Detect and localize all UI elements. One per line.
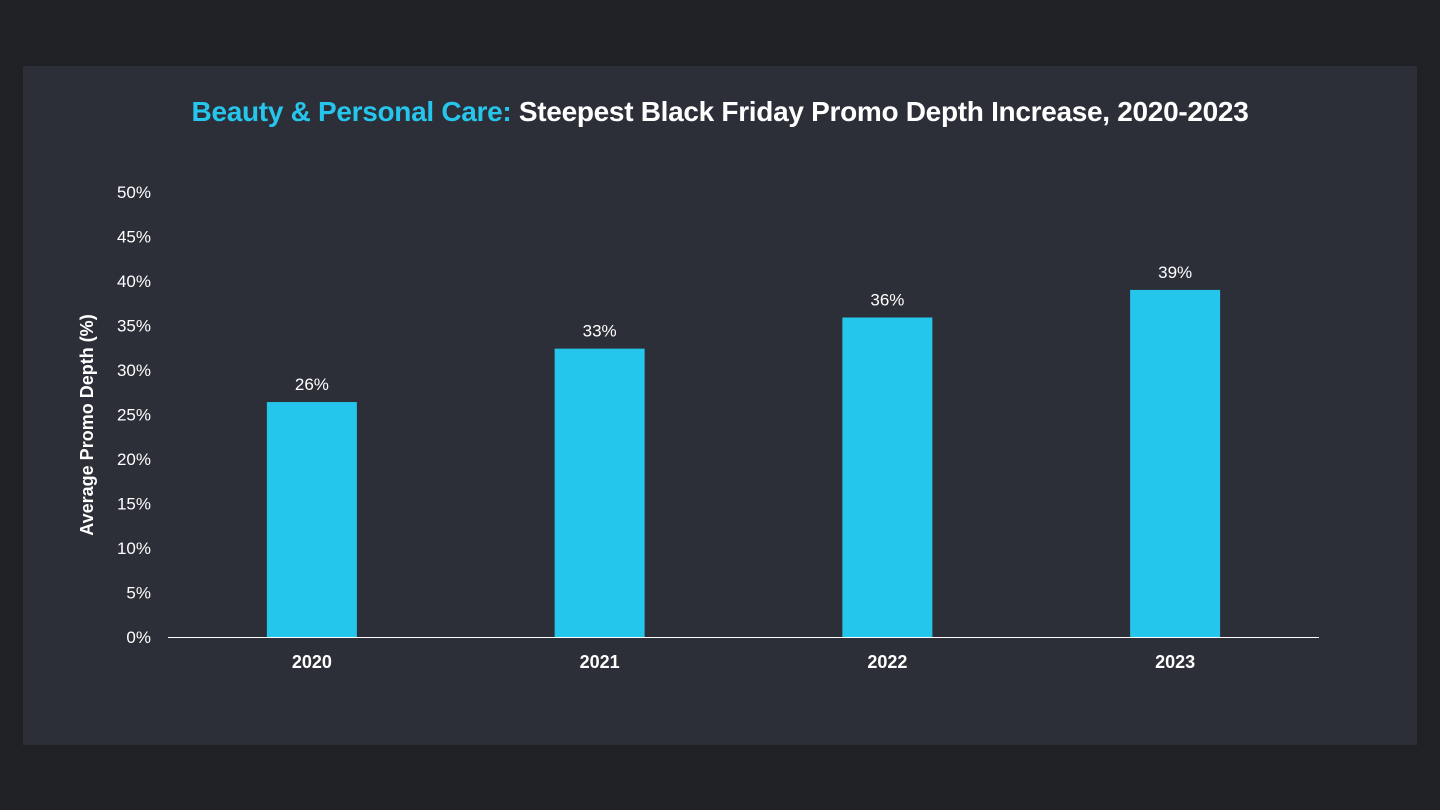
y-tick-label: 50% bbox=[117, 183, 151, 202]
x-tick-label-2022: 2022 bbox=[867, 652, 907, 672]
y-tick-label: 40% bbox=[117, 272, 151, 291]
y-tick-label: 45% bbox=[117, 228, 151, 247]
y-tick-label: 0% bbox=[126, 628, 151, 647]
y-tick-label: 30% bbox=[117, 361, 151, 380]
y-tick-label: 10% bbox=[117, 539, 151, 558]
chart-title-accent: Beauty & Personal Care: bbox=[191, 96, 512, 127]
y-tick-label: 25% bbox=[117, 406, 151, 425]
chart-title-main: Steepest Black Friday Promo Depth Increa… bbox=[518, 96, 1249, 127]
x-tick-label-2021: 2021 bbox=[580, 652, 620, 672]
y-axis-label: Average Promo Depth (%) bbox=[77, 314, 97, 535]
y-tick-label: 5% bbox=[126, 584, 151, 603]
y-tick-label: 15% bbox=[117, 495, 151, 514]
bar-2021 bbox=[554, 348, 645, 637]
data-label-2021: 33% bbox=[583, 322, 617, 341]
bar-2023 bbox=[1130, 289, 1221, 637]
data-label-2023: 39% bbox=[1158, 263, 1192, 282]
chart-title: Beauty & Personal Care: Steepest Black F… bbox=[0, 96, 1440, 128]
bar-2022 bbox=[842, 317, 933, 637]
y-tick-label: 35% bbox=[117, 317, 151, 336]
data-label-2022: 36% bbox=[870, 290, 904, 309]
data-label-2020: 26% bbox=[295, 375, 329, 394]
bar-2020 bbox=[266, 402, 357, 637]
y-tick-label: 20% bbox=[117, 450, 151, 469]
x-tick-label-2020: 2020 bbox=[292, 652, 332, 672]
x-tick-label-2023: 2023 bbox=[1155, 652, 1195, 672]
